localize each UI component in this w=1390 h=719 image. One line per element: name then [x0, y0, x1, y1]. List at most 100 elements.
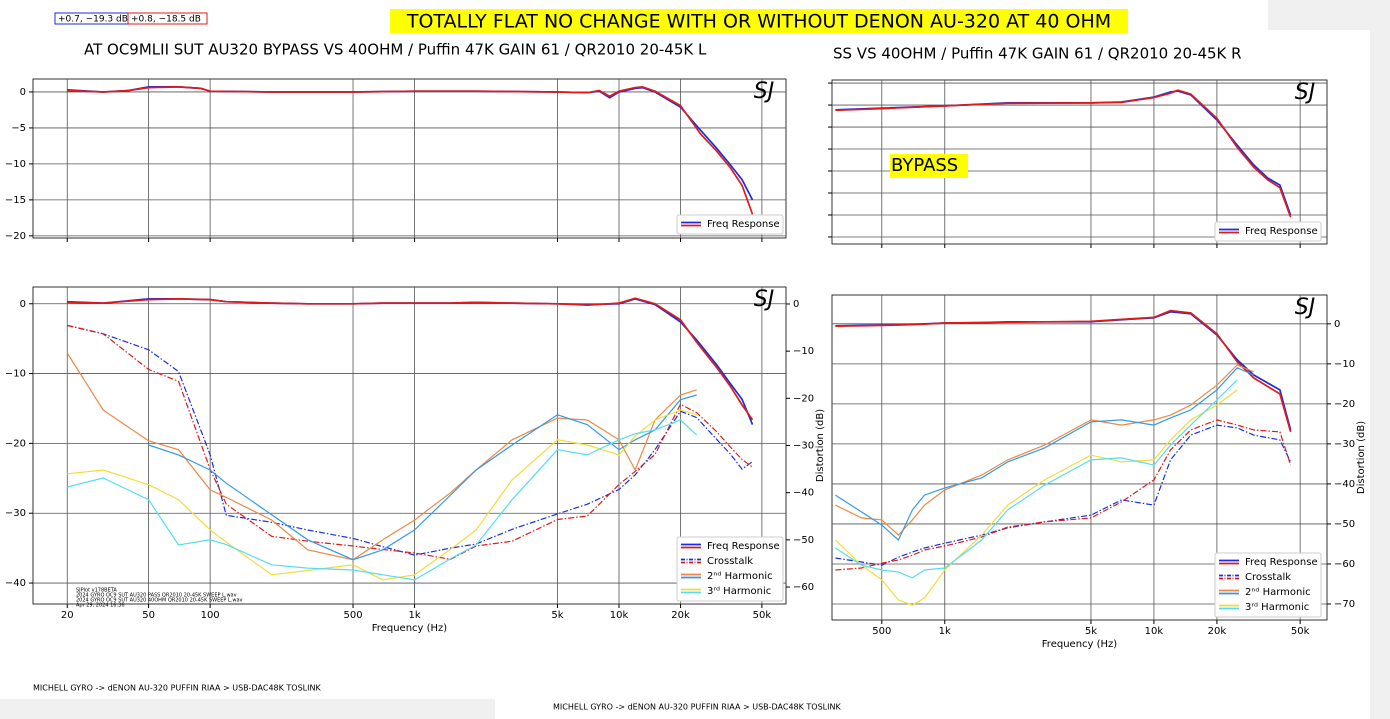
y-tick-label: −15: [5, 195, 26, 206]
footer: MICHELL GYRO -> dENON AU-320 PUFFIN RIAA…: [553, 703, 841, 712]
legend-box: [1214, 552, 1322, 618]
y2-tick-label: −50: [793, 535, 814, 546]
legend-label: Freq Response: [1245, 557, 1318, 568]
readout-box: [127, 12, 208, 25]
series-line: [67, 324, 753, 560]
legend-label: 2ⁿᵈ Harmonic: [707, 571, 773, 582]
chart: 20 50 100 500 1k 5k 10k 20k 50k Frequency (Hz) 0 −1…: [5, 286, 826, 634]
x-tick-label: 20: [61, 610, 74, 621]
legend-label: Crosstalk: [1245, 572, 1291, 583]
y2-tick-label: −40: [1334, 479, 1355, 490]
y2-tick-label: −10: [793, 346, 814, 357]
y2-tick-label: −60: [793, 582, 814, 593]
banner: TOTALLY FLAT NO CHANGE WITH OR WITHOUT D…: [406, 11, 1111, 33]
plot-area: [32, 286, 787, 605]
legend-label: Freq Response: [707, 541, 780, 552]
series-line: [835, 309, 1292, 433]
watermark: SJ: [1295, 80, 1315, 105]
y2-tick-label: −40: [793, 488, 814, 499]
y2-tick-label: −20: [1334, 399, 1355, 410]
plot-area: [32, 78, 787, 239]
watermark: SJ: [754, 79, 774, 104]
series-line: [835, 364, 1254, 536]
legend-box: [676, 214, 784, 235]
series-line: [834, 389, 1238, 606]
y2-tick-label: −50: [1334, 519, 1355, 530]
chart: AT OC9MLII SUT AU320 BYPASS VS 40OHM / P…: [5, 41, 787, 242]
note: Apr 29, 2024 16:36: [76, 603, 125, 609]
series-line: [67, 297, 754, 421]
series-line: [148, 394, 697, 561]
chart-title: AT OC9MLII SUT AU320 BYPASS VS 40OHM / P…: [84, 41, 707, 59]
legend-label: 3ʳᵈ Harmonic: [707, 586, 771, 597]
legend-box: [1214, 221, 1322, 242]
x-tick-label: 100: [201, 610, 220, 621]
legend-label: 2ⁿᵈ Harmonic: [1245, 587, 1311, 598]
series-line: [67, 324, 753, 556]
series-line: [67, 409, 697, 581]
x-tick-label: 1k: [939, 626, 951, 637]
y2-tick-label: −30: [1334, 439, 1355, 450]
y2-tick-label: −70: [1334, 599, 1355, 610]
x-axis-label: Frequency (Hz): [372, 623, 448, 634]
y2-tick-label: −30: [793, 441, 814, 452]
backdrop: [1370, 30, 1390, 719]
note: SJPlot v178BETA: [76, 588, 117, 594]
footer: MICHELL GYRO -> dENON AU-320 PUFFIN RIAA…: [33, 684, 321, 693]
annotation-highlight: [890, 154, 968, 178]
y-tick-label: 0: [20, 87, 26, 98]
x-tick-label: 1k: [408, 610, 420, 621]
y-tick-label: −20: [5, 231, 26, 242]
readout: +0.7, −19.3 dB: [58, 15, 128, 25]
x-tick-label: 500: [343, 610, 362, 621]
chart-title: SS VS 40OHM / Puffin 47K GAIN 61 / QR201…: [833, 45, 1242, 63]
x-tick-label: 50: [142, 610, 155, 621]
watermark: SJ: [1295, 295, 1315, 320]
x-tick-label: 10k: [1145, 626, 1164, 637]
y-tick-label: −30: [5, 508, 26, 519]
y2-tick-label: 0: [793, 299, 799, 310]
legend-label: Freq Response: [707, 219, 780, 230]
x-tick-label: 5k: [551, 610, 563, 621]
backdrop: [1268, 0, 1390, 30]
annotation: BYPASS: [891, 155, 958, 176]
legend-label: 3ʳᵈ Harmonic: [1245, 602, 1309, 613]
y-tick-label: −5: [11, 123, 26, 134]
x-tick-label: 50k: [753, 610, 772, 621]
y-tick-label: −10: [5, 159, 26, 170]
y2-tick-label: 0: [1334, 319, 1340, 330]
x-tick-label: 10k: [610, 610, 629, 621]
legend-box: [676, 536, 784, 602]
y-tick-label: 0: [20, 299, 26, 310]
y2-tick-label: −10: [1334, 359, 1355, 370]
chart: 500 1k 5k 10k 20k 50k Frequency (Hz) 0 −10 −20 −30…: [831, 294, 1367, 650]
series-line: [835, 89, 1292, 218]
y2-axis-label: Distortion (dB): [815, 409, 826, 482]
legend-label: Freq Response: [1245, 226, 1318, 237]
y-tick-label: −10: [5, 369, 26, 380]
readout: +0.8, −18.5 dB: [131, 15, 201, 25]
note: 2024 GYRO OC9 SUT AU320 PASS QR2010 20-4…: [76, 593, 237, 599]
y-tick-label: −40: [5, 578, 26, 589]
x-axis-label: Frequency (Hz): [1042, 639, 1118, 650]
series-line: [835, 419, 1292, 571]
y2-tick-label: −60: [1334, 559, 1355, 570]
x-tick-label: 5k: [1085, 626, 1097, 637]
chart: SS VS 40OHM / Puffin 47K GAIN 61 / QR201…: [828, 45, 1328, 248]
y2-tick-label: −20: [793, 393, 814, 404]
y-tick-label: −20: [5, 438, 26, 449]
y2-axis-label: Distortion (dB): [1356, 421, 1367, 494]
series-line: [835, 379, 1238, 579]
x-tick-label: 20k: [1208, 626, 1227, 637]
series-line: [66, 352, 697, 561]
x-tick-label: 500: [872, 626, 891, 637]
x-tick-label: 20k: [671, 610, 690, 621]
x-tick-label: 50k: [1291, 626, 1310, 637]
series-line: [67, 86, 754, 215]
banner-highlight: [390, 9, 1128, 33]
watermark: SJ: [754, 287, 774, 312]
series-line: [67, 419, 698, 581]
series-line: [835, 367, 1254, 541]
backdrop: [0, 699, 495, 719]
